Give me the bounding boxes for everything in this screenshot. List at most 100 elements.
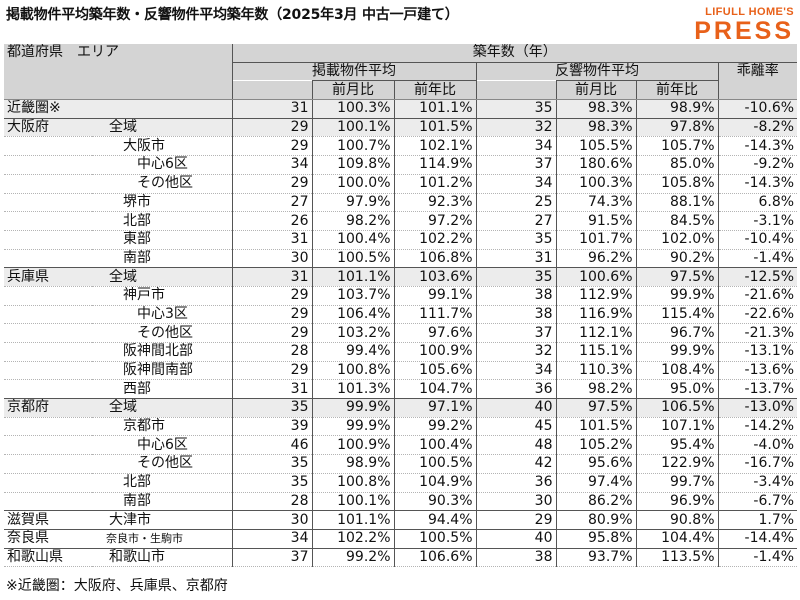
table-row: 北部 35 100.8% 104.9% 36 97.4% 99.7% -3.4%: [4, 473, 798, 493]
table-row: 大阪市 29 100.7% 102.1% 34 105.5% 105.7% -14.3%: [4, 136, 798, 157]
listed-age-cell: 29: [231, 361, 312, 381]
inquiry-yoy-cell: 99.9%: [635, 342, 718, 362]
region-header: 都道府県 エリア: [4, 44, 232, 101]
listed-yoy-cell: 90.3%: [393, 492, 476, 512]
listed-mom-cell: 103.7%: [311, 286, 394, 306]
listed-yoy-cell: 94.4%: [393, 510, 476, 530]
gap-rate-cell: -21.3%: [717, 323, 798, 343]
inquiry-age-cell: 35: [475, 230, 556, 250]
listed-age-cell: 35: [231, 454, 312, 474]
listed-mom-cell: 109.8%: [311, 155, 394, 175]
listed-yoy-cell: 104.7%: [393, 379, 476, 400]
area-cell: その他区: [92, 323, 232, 343]
gap-rate-cell: -9.2%: [717, 155, 798, 175]
area-cell: 中心6区: [92, 435, 232, 456]
listed-yoy-cell: 99.1%: [393, 286, 476, 306]
listed-age-cell: 27: [231, 193, 312, 213]
inquiry-age-cell: 31: [475, 249, 556, 269]
pref-cell: [4, 230, 92, 250]
header-row-2: 掲載物件平均 反響物件平均 乖離率: [4, 61, 798, 101]
table-row: 近畿圏※ 31 100.3% 101.1% 35 98.3% 98.9% -10.6%: [4, 99, 798, 119]
listed-age-cell: 28: [231, 342, 312, 362]
listed-mom-cell: 99.9%: [311, 398, 394, 418]
listed-yoy-cell: 97.2%: [393, 211, 476, 231]
footnote: ※近畿圏：大阪府、兵庫県、京都府: [6, 578, 228, 594]
listed-yoy-cell: 100.4%: [393, 435, 476, 456]
listed-mom-cell: 100.8%: [311, 361, 394, 381]
listed-yoy-cell: 97.6%: [393, 323, 476, 343]
inquiry-mom-cell: 98.3%: [555, 117, 636, 138]
listed-mom-cell: 98.9%: [311, 454, 394, 474]
inquiry-yoy-cell: 105.7%: [635, 136, 718, 157]
pref-cell: [4, 174, 92, 194]
logo-wordmark-top: LIFULL HOME'S: [705, 6, 794, 18]
gap-rate-cell: -8.2%: [717, 117, 798, 138]
gap-rate-cell: -13.7%: [717, 379, 798, 400]
building-age-header: 築年数（年）: [231, 44, 798, 63]
inquiry-mom-cell: 95.8%: [555, 528, 636, 549]
inquiry-age-cell: 30: [475, 492, 556, 512]
pref-cell: 京都府: [4, 398, 92, 418]
listed-yoy-cell: 114.9%: [393, 155, 476, 175]
gap-rate-cell: -10.6%: [717, 99, 798, 119]
gap-rate-header: 乖離率: [717, 61, 798, 101]
table-row: 阪神間北部 28 99.4% 100.9% 32 115.1% 99.9% -13.1%: [4, 342, 798, 362]
table-row: 中心6区 34 109.8% 114.9% 37 180.6% 85.0% -9.2%: [4, 155, 798, 175]
pref-cell: [4, 193, 92, 213]
listed-yoy-cell: 104.9%: [393, 473, 476, 493]
listed-yoy-cell: 102.1%: [393, 136, 476, 157]
table-row: 北部 26 98.2% 97.2% 27 91.5% 84.5% -3.1%: [4, 211, 798, 231]
table-row: 奈良県 奈良市・生駒市 34 102.2% 100.5% 40 95.8% 104.4% -1…: [4, 528, 798, 549]
inquiry-yoy-cell: 85.0%: [635, 155, 718, 175]
inquiry-age-cell: 32: [475, 117, 556, 138]
pref-cell: [4, 435, 92, 456]
gap-rate-cell: -13.1%: [717, 342, 798, 362]
listed-mom-cell: 97.9%: [311, 193, 394, 213]
table-row: 兵庫県 全域 31 101.1% 103.6% 35 100.6% 97.5% -12.5%: [4, 267, 798, 287]
header-row-1: 都道府県 エリア 築年数（年）: [4, 44, 798, 101]
pref-cell: [4, 473, 92, 493]
gap-rate-cell: 1.7%: [717, 510, 798, 530]
listed-value-header: [231, 80, 312, 101]
listed-yoy-cell: 100.9%: [393, 342, 476, 362]
listed-mom-cell: 100.7%: [311, 136, 394, 157]
listed-age-cell: 35: [231, 398, 312, 418]
listed-age-cell: 39: [231, 417, 312, 437]
inquiry-yoy-cell: 96.7%: [635, 323, 718, 343]
inquiry-mom-cell: 101.5%: [555, 417, 636, 437]
inquiry-age-cell: 40: [475, 398, 556, 418]
area-cell: 中心6区: [92, 155, 232, 175]
area-cell: 北部: [92, 211, 232, 231]
listed-mom-cell: 100.1%: [311, 117, 394, 138]
listed-mom-cell: 100.3%: [311, 99, 394, 119]
inquiry-age-cell: 38: [475, 286, 556, 306]
inquiry-mom-cell: 91.5%: [555, 211, 636, 231]
pref-cell: [4, 323, 92, 343]
listed-yoy-cell: 106.8%: [393, 249, 476, 269]
table-row: 京都市 39 99.9% 99.2% 45 101.5% 107.1% -14.2%: [4, 417, 798, 437]
pref-cell: [4, 417, 92, 437]
inquiry-yoy-cell: 97.5%: [635, 267, 718, 287]
gap-rate-cell: -22.6%: [717, 305, 798, 325]
area-cell: 南部: [92, 492, 232, 512]
inquiry-age-cell: 36: [475, 379, 556, 400]
inquiry-mom-cell: 100.6%: [555, 267, 636, 287]
listed-age-cell: 30: [231, 249, 312, 269]
table-row: 和歌山県 和歌山市 37 99.2% 106.6% 38 93.7% 113.5% -1.4%: [4, 547, 798, 568]
pref-cell: [4, 155, 92, 175]
table-row: その他区 29 103.2% 97.6% 37 112.1% 96.7% -21.3%: [4, 323, 798, 343]
area-cell: 大津市: [92, 510, 232, 530]
inquiry-yoy-cell: 88.1%: [635, 193, 718, 213]
area-cell: 和歌山市: [92, 547, 232, 568]
inquiry-mom-cell: 110.3%: [555, 361, 636, 381]
listed-yoy-cell: 103.6%: [393, 267, 476, 287]
inquiry-avg-header: 反響物件平均: [475, 61, 718, 81]
pref-cell: 兵庫県: [4, 267, 92, 287]
logo-wordmark-main: PRESS: [694, 17, 794, 45]
pref-cell: 和歌山県: [4, 547, 92, 568]
inquiry-age-cell: 29: [475, 510, 556, 530]
pref-cell: [4, 136, 92, 157]
listed-yoy-cell: 100.5%: [393, 528, 476, 549]
gap-rate-cell: -16.7%: [717, 454, 798, 474]
inquiry-yoy-cell: 84.5%: [635, 211, 718, 231]
